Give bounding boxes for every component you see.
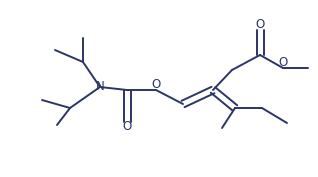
- Text: N: N: [96, 81, 104, 93]
- Text: O: O: [151, 79, 161, 92]
- Text: O: O: [278, 56, 287, 70]
- Text: O: O: [255, 19, 265, 32]
- Text: O: O: [122, 121, 132, 133]
